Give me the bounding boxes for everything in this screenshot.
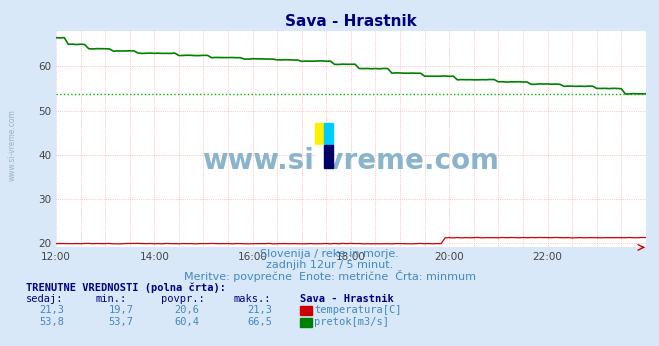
Title: Sava - Hrastnik: Sava - Hrastnik	[285, 13, 416, 29]
Text: Meritve: povprečne  Enote: metrične  Črta: minmum: Meritve: povprečne Enote: metrične Črta:…	[183, 270, 476, 282]
Text: www.si-vreme.com: www.si-vreme.com	[8, 109, 17, 181]
Text: 20,6: 20,6	[175, 305, 200, 315]
Text: sedaj:: sedaj:	[26, 294, 64, 304]
Text: maks.:: maks.:	[234, 294, 272, 304]
Text: min.:: min.:	[96, 294, 127, 304]
Text: 21,3: 21,3	[247, 305, 272, 315]
Text: temperatura[C]: temperatura[C]	[314, 305, 402, 315]
Text: www.si-vreme.com: www.si-vreme.com	[202, 147, 500, 175]
Text: TRENUTNE VREDNOSTI (polna črta):: TRENUTNE VREDNOSTI (polna črta):	[26, 282, 226, 293]
Text: Sava - Hrastnik: Sava - Hrastnik	[300, 294, 393, 304]
Text: pretok[m3/s]: pretok[m3/s]	[314, 317, 389, 327]
Text: 53,8: 53,8	[40, 317, 65, 327]
Text: 66,5: 66,5	[247, 317, 272, 327]
Text: 21,3: 21,3	[40, 305, 65, 315]
Text: povpr.:: povpr.:	[161, 294, 205, 304]
Text: zadnjih 12ur / 5 minut.: zadnjih 12ur / 5 minut.	[266, 260, 393, 270]
Text: 60,4: 60,4	[175, 317, 200, 327]
Text: 19,7: 19,7	[109, 305, 134, 315]
Text: 53,7: 53,7	[109, 317, 134, 327]
Text: Slovenija / reke in morje.: Slovenija / reke in morje.	[260, 249, 399, 259]
